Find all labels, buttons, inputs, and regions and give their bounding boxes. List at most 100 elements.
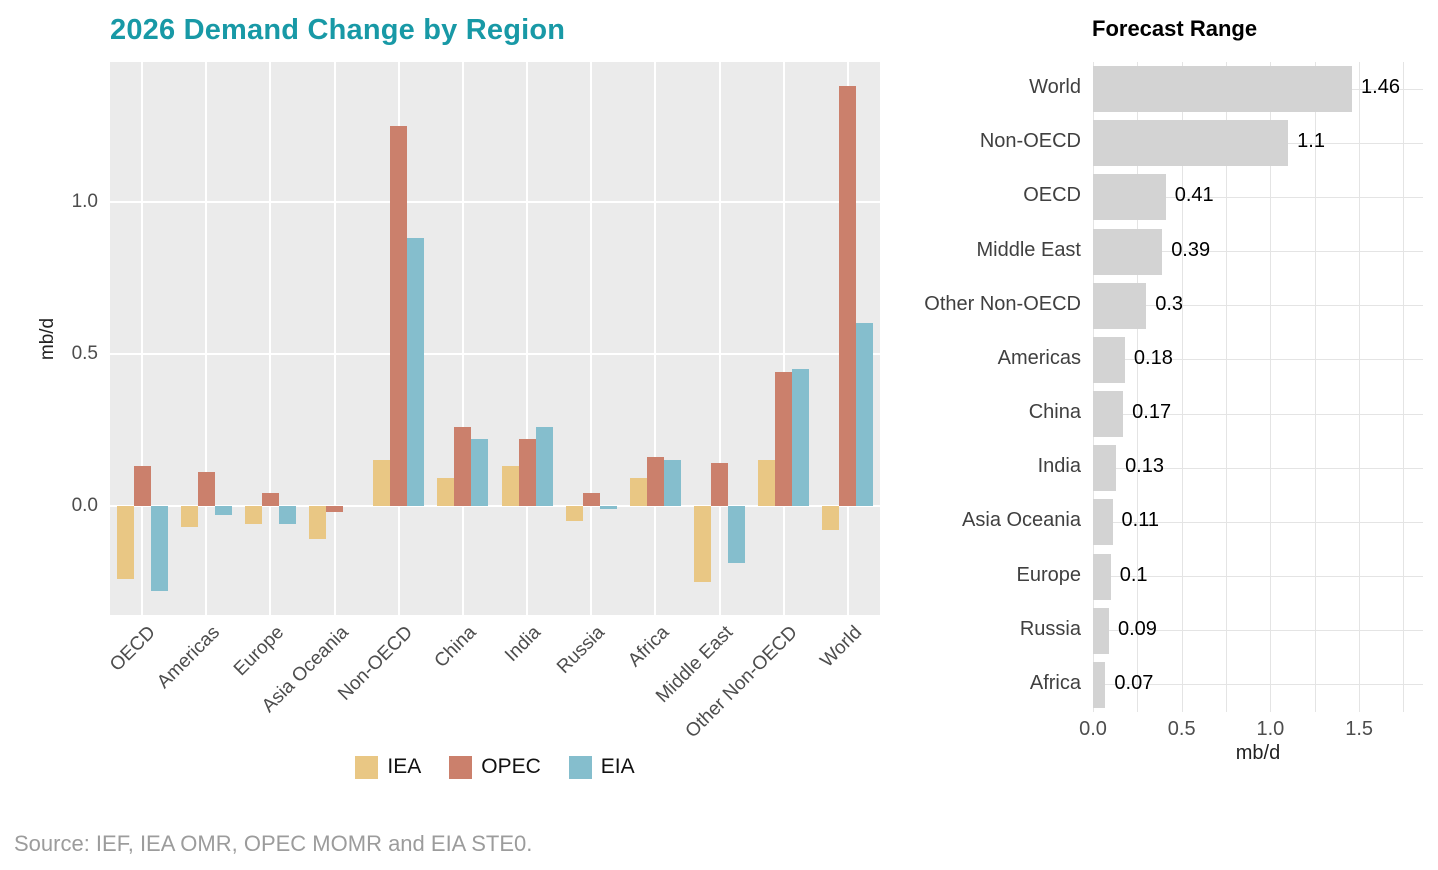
bar-iea-russia [565,505,583,521]
bar-eia-other-non-oecd [792,368,810,506]
bar-eia-middle-east [728,505,746,564]
bar-opec-europe [261,493,279,506]
legend-item-eia: EIA [568,755,635,779]
gridline-x [590,62,593,615]
gridline-x [1181,62,1183,712]
bar-eia-non-oecd [407,238,425,506]
eia-color-swatch [568,755,592,779]
gridline-x [1314,62,1316,712]
gridline-y [1093,630,1423,632]
range-category-label: India [1037,455,1081,478]
bar-iea-india [501,466,519,506]
bar-opec-world [839,86,857,506]
range-category-label: Africa [1029,671,1081,694]
gridline-y [1093,251,1423,253]
x-category-label: Other Non-OECD [681,622,802,743]
gridline-y [1093,521,1423,523]
gridline-x [461,62,464,615]
iea-color-swatch [355,755,379,779]
range-bar-europe [1093,553,1111,600]
gridline-y [110,504,880,507]
range-bar-russia [1093,607,1109,654]
x-category-label: Africa [624,622,674,672]
right-x-tick-label: 0.5 [1167,718,1196,740]
range-value-label: 0.13 [1125,455,1164,478]
bar-iea-china [437,478,455,506]
range-category-label: Other Non-OECD [924,292,1081,315]
chart-legend: IEA OPEC EIA [110,750,880,784]
range-bar-middle-east [1093,228,1163,275]
bar-eia-africa [663,460,681,506]
gridline-x [1270,62,1272,712]
bar-opec-americas [197,472,215,506]
range-category-label: OECD [1023,184,1081,207]
range-bar-asia-oceania [1093,499,1113,546]
bar-eia-world [856,323,874,506]
bar-opec-russia [582,493,600,506]
right-chart-title: Forecast Range [1092,16,1258,41]
x-category-label: Americas [153,622,225,693]
bar-eia-india [535,426,553,506]
gridline-x [1226,62,1228,712]
bar-iea-middle-east [694,505,712,582]
gridline-y [110,352,880,355]
gridline-x [269,62,272,615]
bar-eia-china [471,438,489,506]
gridline-x [205,62,208,615]
range-category-label: Americas [997,346,1081,369]
y-tick-label: 0.0 [71,494,98,516]
range-bar-africa [1093,661,1106,708]
legend-label-iea: IEA [387,755,422,778]
bar-eia-oecd [150,505,168,591]
gridline-y [1093,684,1423,686]
gridline-y [1093,576,1423,578]
opec-color-swatch [449,755,473,779]
x-category-label: OECD [106,622,160,676]
range-category-label: Middle East [976,238,1082,261]
legend-label-opec: OPEC [481,755,541,778]
range-value-label: 0.11 [1121,509,1159,532]
gridline-y [110,200,880,203]
range-bar-non-oecd [1093,120,1289,167]
right-x-tick-label: 1.5 [1345,718,1374,740]
gridline-x [782,62,785,615]
range-value-label: 0.07 [1114,671,1154,694]
y-tick-label: 0.5 [71,342,98,364]
range-bar-world [1093,66,1353,113]
x-category-label: Europe [230,622,289,681]
legend-item-iea: IEA [355,755,421,779]
range-value-label: 0.1 [1119,563,1148,586]
range-category-label: Europe [1016,563,1082,586]
bar-opec-africa [646,457,664,506]
right-x-tick-label: 1.0 [1256,718,1285,740]
bar-opec-india [518,438,536,506]
range-category-label: Russia [1019,617,1081,640]
range-bar-oecd [1093,174,1166,221]
gridline-y [1093,467,1423,469]
x-category-label: India [500,622,545,666]
bar-eia-europe [278,505,296,524]
x-category-label: China [430,622,481,672]
bar-opec-china [454,426,472,506]
range-value-label: 1.46 [1361,76,1400,99]
gridline-x [141,62,144,615]
range-value-label: 0.3 [1155,292,1184,315]
gridline-x [1359,62,1361,712]
bar-opec-oecd [133,466,151,506]
legend-label-eia: EIA [600,755,635,778]
range-value-label: 0.39 [1171,238,1211,261]
bar-iea-other-non-oecd [758,460,776,506]
gridline-x [1137,62,1139,712]
gridline-x [654,62,657,615]
range-value-label: 0.09 [1117,617,1157,640]
range-category-label: China [1028,401,1081,424]
bar-eia-russia [599,505,617,509]
bar-iea-world [822,505,840,530]
range-bar-americas [1093,336,1125,383]
gridline-y [1093,359,1423,361]
gridline-x [526,62,529,615]
bar-iea-americas [180,505,198,527]
range-category-label: Non-OECD [979,130,1081,153]
left-chart-title: 2026 Demand Change by Region [110,14,566,46]
